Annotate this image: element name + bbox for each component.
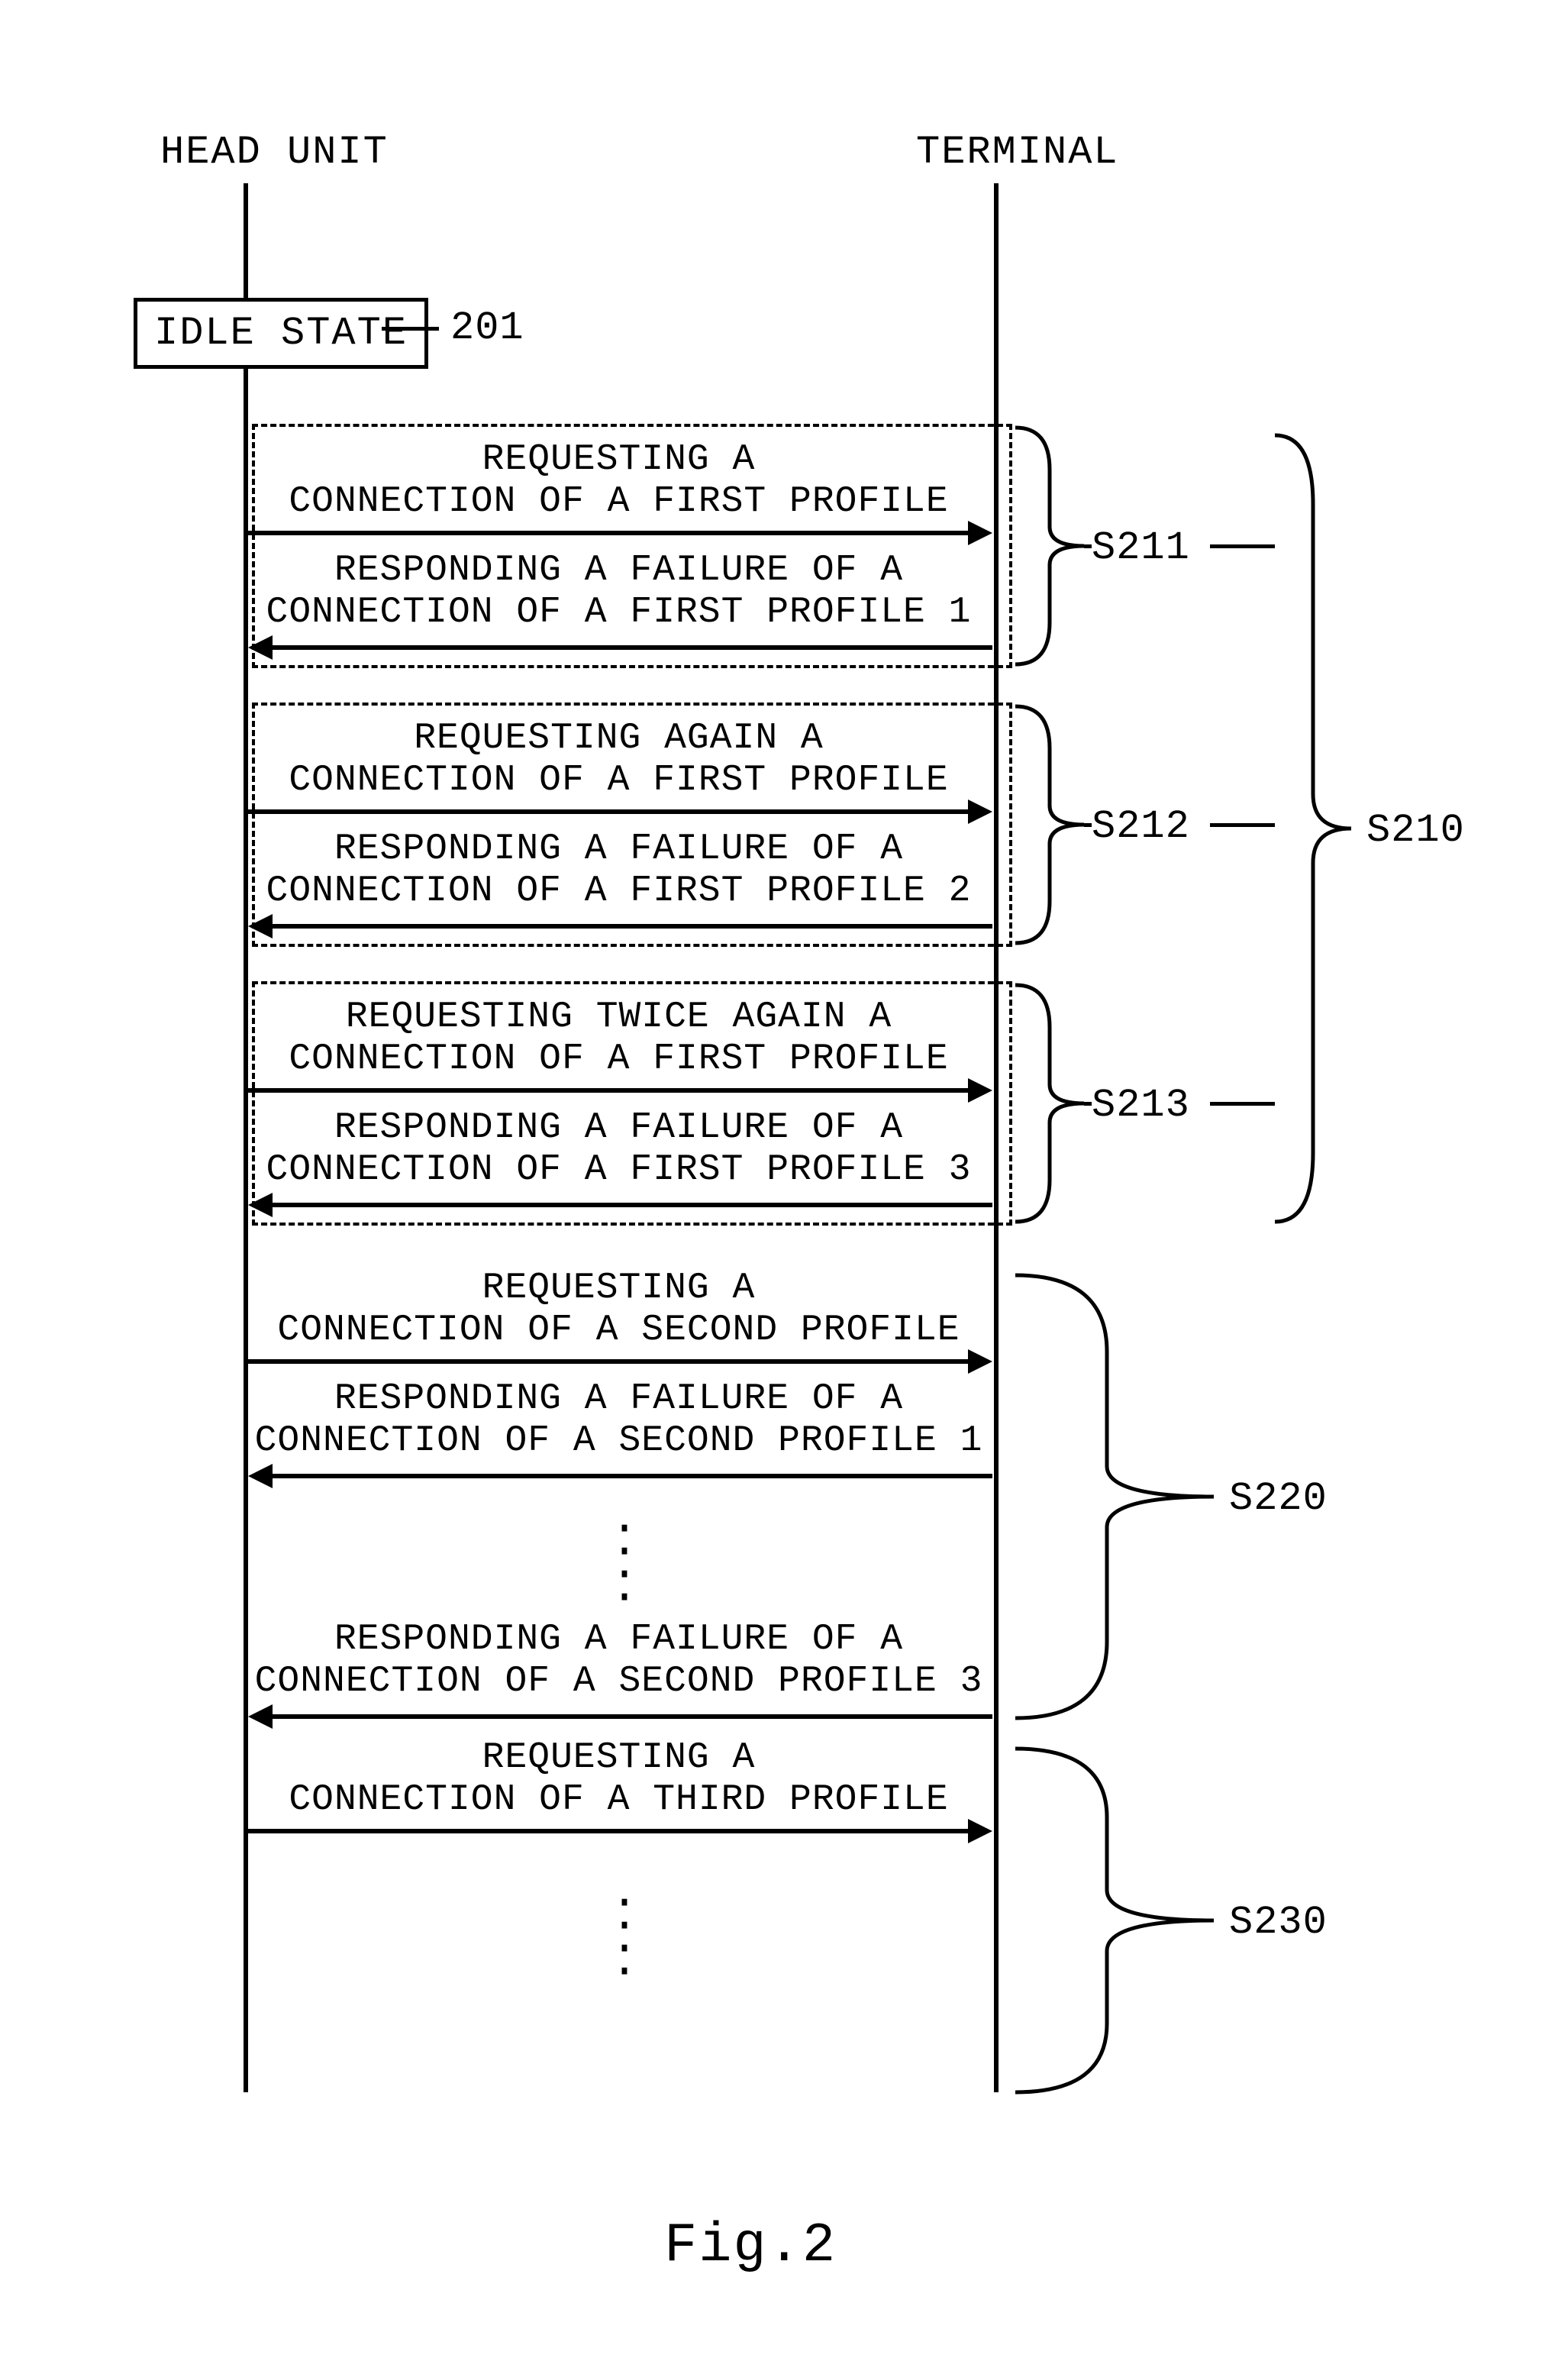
msg-line: RESPONDING A FAILURE OF A	[334, 829, 903, 870]
arrow-head-icon	[968, 521, 992, 545]
brace-s220	[1015, 1268, 1237, 1726]
arrow-s211-req	[248, 531, 970, 535]
msg-s212-res: RESPONDING A FAILURE OF A CONNECTION OF …	[248, 829, 989, 913]
msg-line: REQUESTING AGAIN A	[414, 718, 823, 759]
idle-ref-tick	[382, 327, 439, 331]
ref-s213: S213	[1092, 1083, 1190, 1128]
idle-state-box: IDLE STATE	[134, 298, 428, 369]
arrow-s213-req	[248, 1088, 970, 1093]
arrow-head-icon	[248, 1464, 273, 1488]
ref-s210: S210	[1366, 808, 1465, 853]
arrow-s212-req	[248, 809, 970, 814]
ref-s220: S220	[1229, 1476, 1328, 1521]
msg-s220-req: REQUESTING A CONNECTION OF A SECOND PROF…	[248, 1268, 989, 1352]
vdots-icon: ····	[611, 1518, 638, 1610]
idle-state-label: IDLE STATE	[154, 311, 408, 356]
msg-line: RESPONDING A FAILURE OF A	[334, 1378, 903, 1420]
arrow-head-icon	[968, 1349, 992, 1374]
connector-s213-out	[1210, 1102, 1275, 1106]
arrow-s220-res1	[271, 1474, 992, 1478]
idle-ref-label: 201	[450, 305, 524, 350]
arrow-head-icon	[248, 635, 273, 660]
arrow-head-icon	[248, 914, 273, 938]
arrow-s220-res3	[271, 1714, 992, 1719]
arrow-s211-res	[271, 645, 992, 650]
connector-s212	[1084, 823, 1092, 827]
vdots-icon: ····	[611, 1892, 638, 1984]
arrow-s220-req	[248, 1359, 970, 1364]
msg-line: CONNECTION OF A SECOND PROFILE 1	[255, 1420, 983, 1462]
msg-s213-res: RESPONDING A FAILURE OF A CONNECTION OF …	[248, 1107, 989, 1191]
msg-line: REQUESTING TWICE AGAIN A	[346, 996, 892, 1038]
ref-s230: S230	[1229, 1900, 1328, 1945]
msg-line: RESPONDING A FAILURE OF A	[334, 1619, 903, 1660]
ref-s212: S212	[1092, 804, 1190, 849]
msg-line: RESPONDING A FAILURE OF A	[334, 550, 903, 591]
msg-s211-req: REQUESTING A CONNECTION OF A FIRST PROFI…	[248, 439, 989, 523]
arrow-head-icon	[968, 1819, 992, 1843]
connector-s211-out	[1210, 544, 1275, 548]
arrow-s213-res	[271, 1203, 992, 1207]
ref-s211: S211	[1092, 525, 1190, 570]
msg-s213-req: REQUESTING TWICE AGAIN A CONNECTION OF A…	[248, 996, 989, 1080]
arrow-head-icon	[968, 799, 992, 824]
msg-line: CONNECTION OF A THIRD PROFILE	[289, 1779, 948, 1820]
msg-line: CONNECTION OF A FIRST PROFILE	[289, 481, 948, 522]
figure-caption: Fig.2	[664, 2214, 837, 2277]
arrow-head-icon	[248, 1704, 273, 1729]
connector-s212-out	[1210, 823, 1275, 827]
msg-s212-req: REQUESTING AGAIN A CONNECTION OF A FIRST…	[248, 718, 989, 802]
msg-s220-res1: RESPONDING A FAILURE OF A CONNECTION OF …	[248, 1378, 989, 1462]
sequence-diagram: HEAD UNIT TERMINAL IDLE STATE 201 REQUES…	[0, 0, 1568, 2358]
msg-line: CONNECTION OF A FIRST PROFILE	[289, 760, 948, 801]
msg-line: CONNECTION OF A SECOND PROFILE	[277, 1310, 960, 1351]
msg-line: CONNECTION OF A FIRST PROFILE 3	[266, 1149, 972, 1190]
msg-line: REQUESTING A	[482, 1737, 756, 1778]
arrow-s230-req	[248, 1829, 970, 1833]
connector-s213	[1084, 1102, 1092, 1106]
msg-line: CONNECTION OF A FIRST PROFILE 1	[266, 592, 972, 633]
msg-line: RESPONDING A FAILURE OF A	[334, 1107, 903, 1148]
msg-line: CONNECTION OF A FIRST PROFILE 2	[266, 871, 972, 912]
msg-line: CONNECTION OF A FIRST PROFILE	[289, 1038, 948, 1080]
msg-s211-res: RESPONDING A FAILURE OF A CONNECTION OF …	[248, 550, 989, 634]
msg-s220-res3: RESPONDING A FAILURE OF A CONNECTION OF …	[248, 1619, 989, 1703]
arrow-head-icon	[248, 1193, 273, 1217]
arrow-head-icon	[968, 1078, 992, 1103]
msg-line: CONNECTION OF A SECOND PROFILE 3	[255, 1661, 983, 1702]
msg-s230-req: REQUESTING A CONNECTION OF A THIRD PROFI…	[248, 1737, 989, 1821]
header-terminal: TERMINAL	[916, 130, 1119, 175]
header-head-unit: HEAD UNIT	[160, 130, 389, 175]
connector-s211	[1084, 544, 1092, 548]
arrow-s212-res	[271, 924, 992, 929]
msg-line: REQUESTING A	[482, 439, 756, 480]
msg-line: REQUESTING A	[482, 1268, 756, 1309]
brace-s230	[1015, 1741, 1237, 2100]
brace-s210	[1275, 428, 1366, 1229]
